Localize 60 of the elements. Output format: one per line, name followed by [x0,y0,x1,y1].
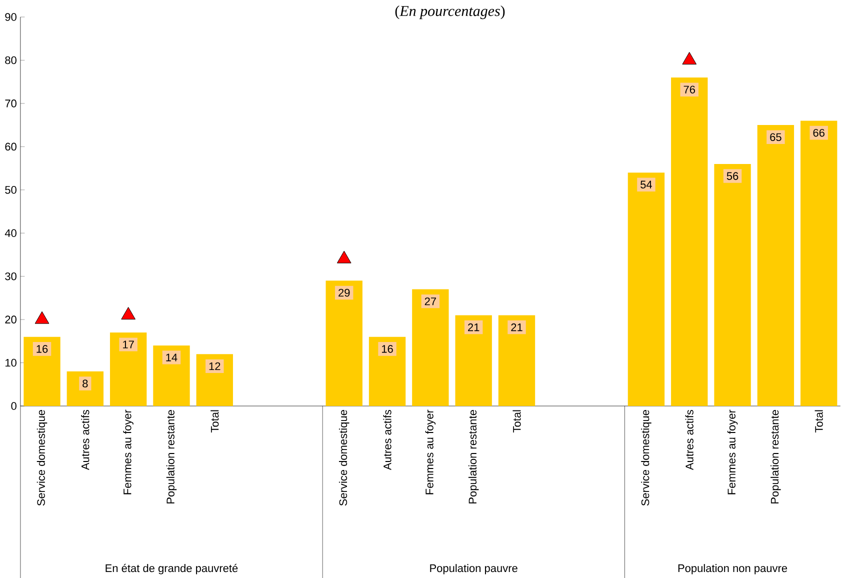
y-tick-label: 80 [5,56,16,64]
data-label: 66 [813,128,824,137]
x-tick-label: Total [512,410,521,432]
text: Population non pauvre [678,564,788,574]
x-tick-label: Autres actifs [81,410,90,470]
bar [628,172,665,406]
x-tick-label: Femmes au foyer [123,410,134,494]
data-label: 56 [726,172,738,180]
point [682,52,697,64]
data-label: 65 [770,133,782,141]
data-label: 21 [468,323,480,332]
point [336,250,352,264]
data-label: 16 [382,344,393,353]
bar [368,336,406,406]
bar [671,77,708,406]
x-tick-label: Service domestique [338,410,350,506]
data-label: 12 [209,362,220,370]
bar [757,124,794,406]
data-label: 76 [684,86,695,94]
x-tick-label: Total [210,410,219,432]
data-label: 27 [424,297,436,306]
x-tick-label: Total [814,410,823,432]
y-tick-label: 20 [5,316,16,324]
x-tick-label: Population restante [770,410,781,504]
text: Population pauvre [430,564,518,574]
y-tick-label: 30 [5,272,16,280]
y-tick-label: 40 [4,229,16,237]
bar [326,280,362,406]
chart-title: (En pourcentages) [395,5,505,20]
y-tick-label: 10 [5,358,16,367]
point [121,306,136,320]
data-label: 29 [338,288,350,297]
x-tick-label: Autres actifs [383,410,392,470]
y-tick-label: 0 [11,402,16,410]
bar [455,315,492,406]
y-tick-label: 90 [5,13,16,21]
data-label: 8 [82,380,88,388]
x-tick-label: Femmes au foyer [727,410,738,494]
data-label: 14 [166,354,178,362]
data-label: 54 [640,180,652,188]
point [34,311,50,324]
y-tick-label: 50 [5,186,16,194]
y-tick-label: 70 [5,99,16,108]
bar [110,332,147,406]
data-label: 21 [511,323,522,332]
text: En état de grande pauvreté [106,564,238,574]
x-tick-label: Population restante [166,410,177,504]
bar [800,120,838,406]
data-label: 17 [123,340,134,348]
x-tick-label: Population restante [468,410,479,504]
x-tick-label: Femmes au foyer [425,410,436,494]
x-tick-label: Service domestique [36,410,48,506]
bar [498,315,536,406]
data-label: 16 [36,344,48,353]
bar [714,164,751,406]
bar [24,336,60,406]
x-tick-label: Autres actifs [685,410,694,470]
x-tick-label: Service domestique [641,410,652,506]
bar [412,289,449,406]
y-tick-label: 60 [5,142,16,150]
